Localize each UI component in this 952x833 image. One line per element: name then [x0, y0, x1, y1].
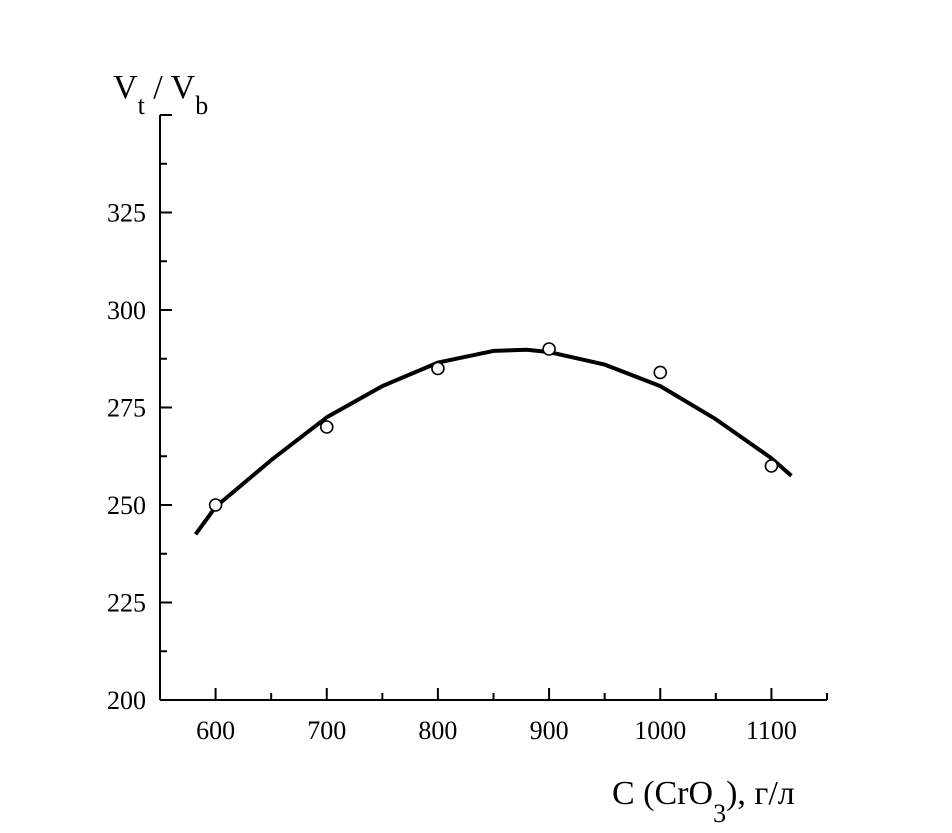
tick-labels: 600 700 800 900 1000 1100 200 225 250 275 300 325 [107, 199, 797, 746]
y-tick-label: 250 [107, 491, 146, 520]
x-tick-label: 800 [418, 716, 457, 745]
x-tick-label: 900 [530, 716, 569, 745]
y-tick-label: 200 [107, 686, 146, 715]
data-point [653, 365, 668, 380]
data-point [542, 342, 556, 356]
y-tick-label: 275 [107, 394, 146, 423]
y-axis-label: Vt / Vb [113, 69, 208, 120]
fitted-curve [193, 347, 793, 536]
series [193, 342, 793, 536]
x-tick-label: 1100 [746, 716, 797, 745]
y-tick-label: 325 [107, 199, 146, 228]
ticks [159, 114, 828, 701]
data-point [764, 459, 779, 473]
x-tick-label: 700 [307, 716, 346, 745]
data-point [319, 420, 334, 434]
data-point [431, 361, 445, 376]
x-axis-label: C (CrO3), г/л [612, 775, 795, 828]
axes [159, 115, 827, 701]
y-tick-label: 300 [107, 296, 146, 325]
data-point [208, 498, 223, 512]
x-tick-label: 1000 [634, 716, 686, 745]
x-tick-label: 600 [196, 716, 235, 745]
y-tick-label: 225 [107, 589, 146, 618]
